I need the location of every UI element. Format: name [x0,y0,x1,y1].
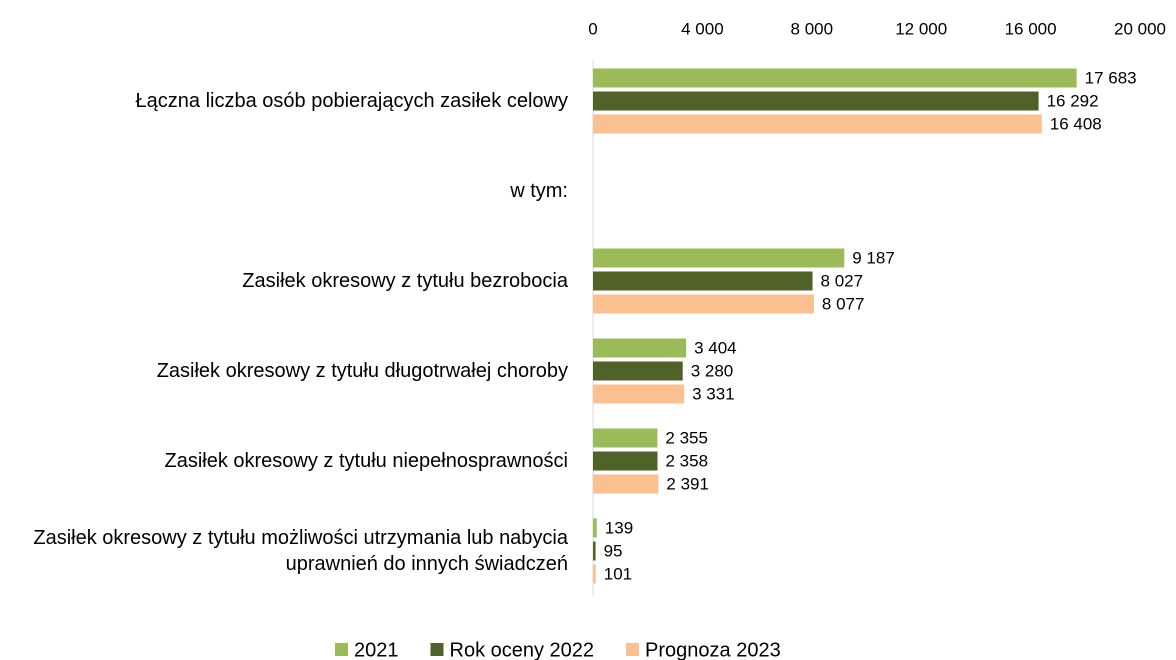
value-label: 17 683 [1085,68,1137,87]
value-label: 8 077 [822,294,865,313]
value-label: 95 [604,541,623,560]
bar [593,428,658,448]
category-label: Zasiłek okresowy z tytułu długotrwałej c… [156,360,568,382]
legend-label: Prognoza 2023 [645,639,781,660]
category-label: Łączna liczba osób pobierających zasiłek… [135,90,568,112]
value-label: 139 [605,518,633,537]
bar [593,68,1077,88]
value-label: 101 [604,564,632,583]
legend-swatch [430,643,444,656]
x-tick-label: 16 000 [1005,19,1057,38]
legend-label: Rok oceny 2022 [450,639,595,660]
bar [593,564,596,584]
bar [593,271,813,291]
value-label: 16 408 [1050,114,1102,133]
x-tick-label: 0 [588,19,597,38]
value-label: 9 187 [852,248,895,267]
category-label: w tym: [510,180,568,202]
x-tick-label: 8 000 [791,19,834,38]
x-tick-label: 12 000 [895,19,947,38]
bar [593,541,596,561]
category-label: Zasiłek okresowy z tytułu możliwości utr… [33,527,568,575]
x-tick-label: 20 000 [1114,19,1166,38]
bar [593,114,1042,134]
value-label: 2 358 [665,451,708,470]
bar [593,384,685,404]
bar [593,518,597,538]
legend-swatch [626,643,640,656]
value-label: 2 391 [666,474,709,493]
bar [593,248,845,268]
bar [593,474,659,494]
bar [593,361,683,381]
category-label: Zasiłek okresowy z tytułu bezrobocia [242,270,568,292]
bar [593,338,687,358]
value-label: 3 280 [691,361,734,380]
value-label: 3 404 [694,338,737,357]
bar [593,294,814,314]
legend-swatch [335,643,348,656]
x-tick-label: 4 000 [681,19,724,38]
bar [593,91,1039,111]
value-label: 16 292 [1047,91,1099,110]
bar [593,451,658,471]
category-label: Zasiłek okresowy z tytułu niepełnosprawn… [164,450,568,472]
value-label: 2 355 [665,428,708,447]
legend-label: 2021 [354,639,399,660]
value-label: 3 331 [692,384,735,403]
value-label: 8 027 [821,271,864,290]
